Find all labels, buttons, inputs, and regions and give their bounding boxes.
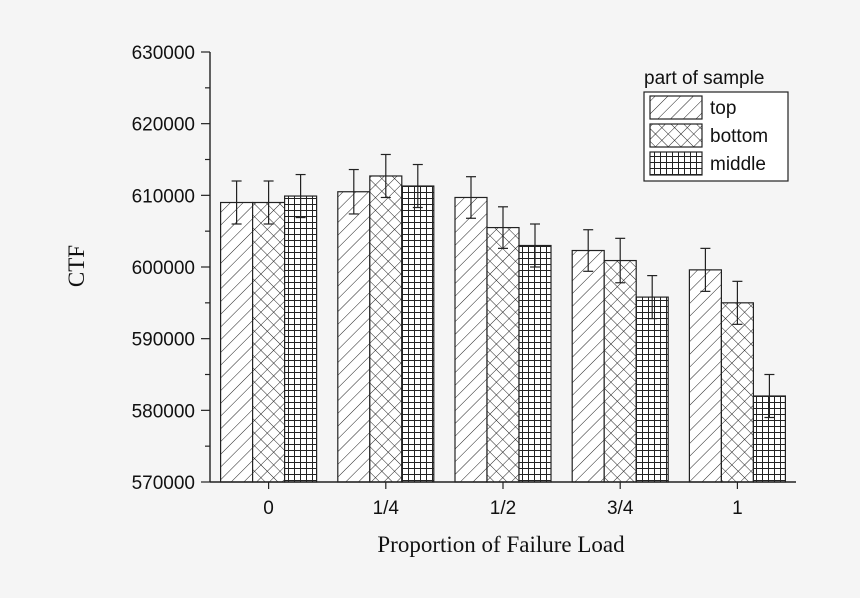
y-tick-label: 610000 (132, 186, 195, 207)
error-bar-middle-1 (412, 163, 423, 209)
error-bar-middle-4 (764, 373, 775, 419)
error-bar-top-2 (466, 176, 476, 219)
bar-middle-2 (518, 244, 552, 483)
legend-swatch-top (649, 95, 703, 120)
error-bar-top-1 (348, 168, 359, 215)
bar-top-3 (571, 249, 605, 483)
bar-middle-3 (635, 296, 669, 483)
legend-title: part of sample (644, 68, 764, 89)
bar-top-0 (220, 201, 254, 483)
y-tick-label: 570000 (132, 473, 195, 494)
error-bar-bottom-3 (615, 237, 626, 284)
y-axis-title: CTF (64, 245, 89, 287)
x-tick-label: 0 (263, 498, 274, 519)
error-bar-bottom-0 (263, 180, 274, 225)
bar-bottom-0 (252, 201, 286, 483)
x-tick-label: 3/4 (607, 498, 634, 519)
x-axis-title: Proportion of Failure Load (377, 532, 625, 557)
x-tick-label: 1/2 (490, 498, 516, 519)
legend-label-middle: middle (710, 154, 766, 175)
bar-middle-0 (284, 195, 318, 483)
y-tick-label: 630000 (132, 43, 195, 64)
error-bar-middle-0 (295, 173, 306, 219)
error-bar-top-3 (583, 229, 594, 272)
legend-swatch-middle (649, 151, 703, 176)
bar-top-4 (688, 269, 723, 483)
y-tick-label: 590000 (132, 330, 195, 351)
bar-bottom-4 (720, 302, 755, 483)
bar-bottom-2 (486, 226, 520, 483)
x-tick-label: 1 (732, 498, 743, 519)
y-tick-label: 600000 (132, 258, 195, 279)
bar-top-1 (337, 191, 371, 483)
x-tick-label: 1/4 (373, 498, 400, 519)
legend-swatch-bottom (649, 123, 703, 148)
plot-area: 570000 580000 590000 600000 610000 620000 6300… (132, 43, 796, 519)
error-bar-middle-2 (530, 223, 540, 268)
error-bar-bottom-4 (732, 280, 743, 325)
error-bar-middle-3 (647, 275, 658, 320)
bar-bottom-1 (369, 175, 403, 483)
legend-label-top: top (710, 98, 736, 119)
legend-label-bottom: bottom (710, 126, 768, 147)
bar-middle-1 (401, 185, 435, 483)
error-bar-bottom-2 (498, 206, 508, 249)
error-bar-bottom-1 (380, 153, 391, 199)
error-bar-top-0 (231, 180, 242, 225)
bar-bottom-3 (603, 259, 637, 483)
legend: part of sample top bottom middle (643, 68, 789, 182)
y-tick-label: 620000 (132, 115, 195, 136)
bar-top-2 (454, 196, 488, 483)
y-tick-label: 580000 (132, 401, 195, 422)
error-bar-top-4 (700, 247, 711, 292)
